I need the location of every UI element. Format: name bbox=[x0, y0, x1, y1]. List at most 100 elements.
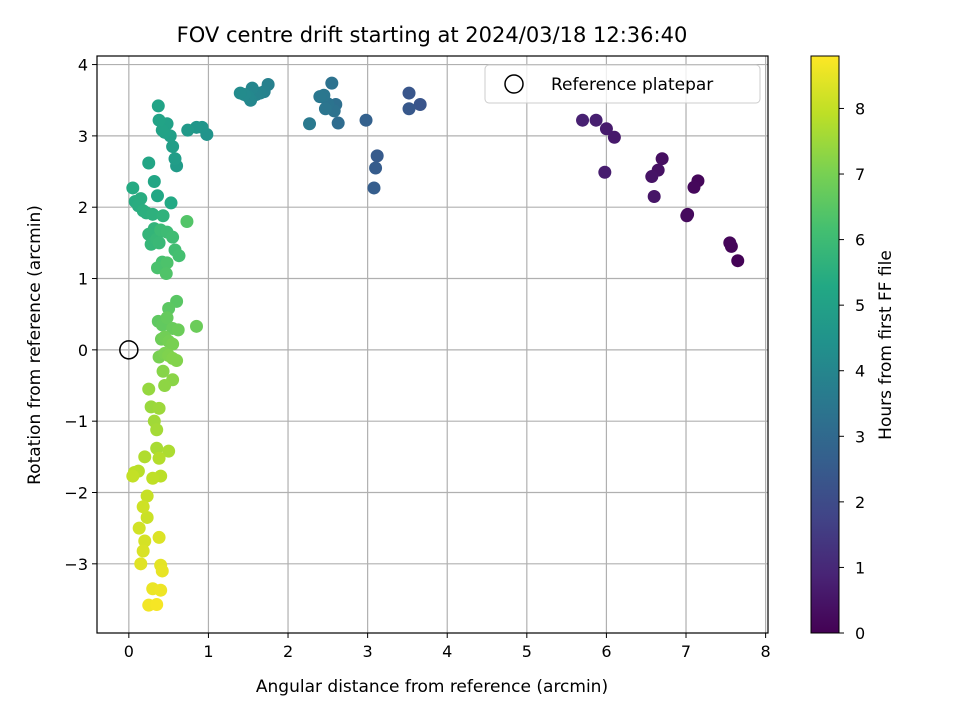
colorbar-tick-label: 1 bbox=[855, 558, 865, 577]
data-point bbox=[233, 86, 247, 100]
colorbar bbox=[810, 55, 840, 634]
data-point bbox=[150, 189, 164, 203]
data-point bbox=[146, 207, 160, 221]
data-point bbox=[359, 113, 373, 127]
data-point bbox=[331, 116, 345, 130]
data-point bbox=[647, 190, 661, 204]
data-point bbox=[181, 123, 195, 137]
legend-box bbox=[484, 64, 761, 104]
grid-lines-x bbox=[128, 56, 767, 633]
data-point bbox=[162, 444, 176, 458]
scatter-points bbox=[126, 76, 745, 612]
data-point bbox=[370, 149, 384, 163]
data-point bbox=[655, 152, 669, 166]
data-point bbox=[164, 196, 178, 210]
data-point bbox=[136, 544, 150, 558]
data-point bbox=[166, 140, 180, 154]
data-point bbox=[413, 97, 427, 111]
data-point bbox=[155, 123, 169, 137]
colorbar-ticks: 0 1 2 3 4 5 6 7 8 bbox=[839, 99, 865, 643]
data-point bbox=[172, 249, 186, 263]
data-point bbox=[140, 510, 154, 524]
data-point bbox=[152, 451, 166, 465]
reference-platepar-marker bbox=[119, 340, 139, 360]
data-point bbox=[160, 256, 174, 270]
data-point bbox=[150, 423, 164, 437]
data-point bbox=[142, 382, 156, 396]
colorbar-tick-label: 8 bbox=[855, 99, 865, 118]
data-point bbox=[589, 113, 603, 127]
data-point bbox=[154, 583, 168, 597]
x-tick-label: 0 bbox=[124, 642, 134, 661]
data-point bbox=[402, 86, 416, 100]
data-point bbox=[607, 130, 621, 144]
data-point bbox=[166, 337, 180, 351]
x-tick-label: 1 bbox=[203, 642, 213, 661]
data-point bbox=[142, 156, 156, 170]
data-point bbox=[180, 214, 194, 228]
data-point bbox=[303, 117, 317, 131]
y-tick-label: 4 bbox=[78, 56, 88, 75]
data-point bbox=[140, 489, 154, 503]
x-axis-ticks: 0 1 2 3 4 5 6 7 8 bbox=[124, 633, 771, 661]
data-point bbox=[171, 323, 185, 337]
y-tick-label: 3 bbox=[78, 127, 88, 146]
data-point bbox=[147, 175, 161, 189]
data-point bbox=[318, 102, 332, 116]
data-point bbox=[687, 180, 701, 194]
data-point bbox=[645, 170, 659, 184]
x-tick-label: 6 bbox=[601, 642, 611, 661]
y-tick-label: −1 bbox=[64, 412, 88, 431]
data-point bbox=[159, 267, 173, 281]
y-tick-label: 2 bbox=[78, 198, 88, 217]
data-point bbox=[680, 209, 694, 223]
y-tick-label: −3 bbox=[64, 555, 88, 574]
data-point bbox=[599, 122, 613, 136]
data-point bbox=[152, 401, 166, 415]
data-point bbox=[369, 161, 383, 175]
x-tick-label: 2 bbox=[283, 642, 293, 661]
data-point bbox=[126, 469, 140, 483]
data-point bbox=[150, 441, 164, 455]
x-tick-label: 5 bbox=[522, 642, 532, 661]
y-tick-label: 0 bbox=[78, 341, 88, 360]
colorbar-tick-label: 4 bbox=[855, 362, 865, 381]
data-point bbox=[155, 564, 169, 578]
x-tick-label: 3 bbox=[363, 642, 373, 661]
data-point bbox=[367, 181, 381, 195]
x-tick-label: 4 bbox=[442, 642, 452, 661]
legend: Reference platepar bbox=[484, 64, 761, 104]
data-point bbox=[138, 534, 152, 548]
data-point bbox=[158, 379, 172, 393]
data-point bbox=[152, 236, 166, 250]
data-point bbox=[731, 254, 745, 268]
y-axis-label: Rotation from reference (arcmin) bbox=[25, 205, 45, 485]
y-tick-label: −2 bbox=[64, 483, 88, 502]
colorbar-tick-label: 7 bbox=[855, 165, 865, 184]
colorbar-tick-label: 2 bbox=[855, 493, 865, 512]
colorbar-tick-label: 5 bbox=[855, 296, 865, 315]
data-point bbox=[152, 530, 166, 544]
data-point bbox=[136, 500, 150, 514]
data-point bbox=[313, 90, 327, 104]
data-point bbox=[160, 311, 174, 325]
colorbar-label: Hours from first FF file bbox=[876, 250, 896, 440]
data-point bbox=[126, 181, 140, 195]
legend-label: Reference platepar bbox=[551, 75, 713, 95]
data-point bbox=[156, 209, 170, 223]
data-point bbox=[168, 152, 182, 166]
grid-lines-y bbox=[97, 63, 768, 565]
data-point bbox=[723, 236, 737, 250]
data-point bbox=[402, 102, 416, 116]
data-point bbox=[152, 113, 166, 127]
x-tick-label: 8 bbox=[761, 642, 771, 661]
colorbar-tick-label: 0 bbox=[855, 624, 865, 643]
x-tick-label: 7 bbox=[681, 642, 691, 661]
plot-frame bbox=[96, 55, 769, 634]
data-point bbox=[132, 521, 146, 535]
data-point bbox=[189, 319, 203, 333]
data-point bbox=[156, 364, 170, 378]
colorbar-tick-label: 3 bbox=[855, 427, 865, 446]
colorbar-tick-label: 6 bbox=[855, 231, 865, 250]
